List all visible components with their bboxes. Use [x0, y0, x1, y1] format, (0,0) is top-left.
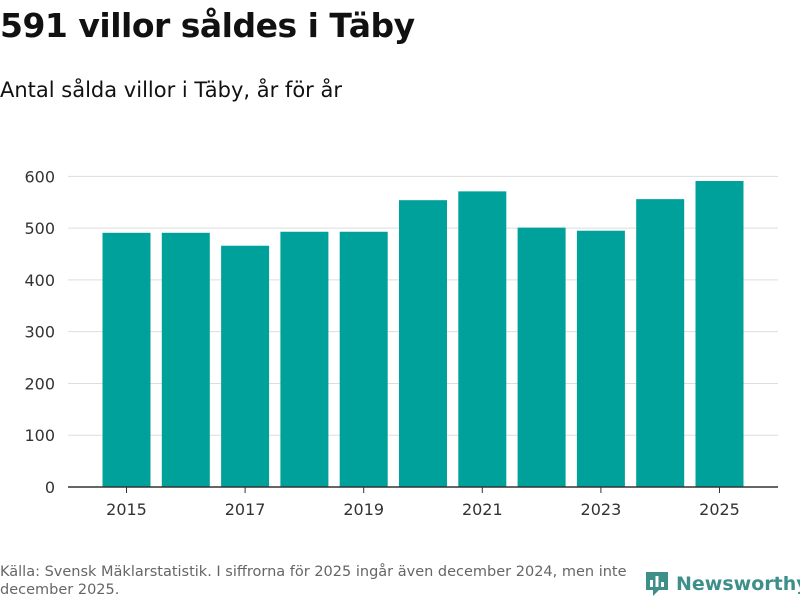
bar-2018 [280, 231, 329, 487]
x-tick-label-2019: 2019 [343, 500, 384, 519]
y-tick-label-500: 500 [24, 219, 55, 238]
y-tick-label-400: 400 [24, 271, 55, 290]
bar-2024 [636, 199, 685, 487]
chart-subtitle: Antal sålda villor i Täby, år för år [0, 78, 342, 102]
x-tick-label-2015: 2015 [106, 500, 147, 519]
y-tick-label-300: 300 [24, 323, 55, 342]
chart-title: 591 villor såldes i Täby [0, 6, 415, 45]
newsworthy-logo-text: Newsworthy [676, 573, 800, 595]
y-tick-label-100: 100 [24, 426, 55, 445]
bar-2022 [517, 227, 566, 487]
newsworthy-logo: Newsworthy [644, 570, 800, 598]
bar-2021 [458, 191, 507, 487]
bar-2019 [339, 231, 388, 487]
bar-2025 [695, 181, 744, 487]
bar-chart: 0 100 200 300 400 500 600 2015 2017 2019 2021 2023 2… [24, 167, 778, 519]
newsworthy-logo-icon [646, 572, 668, 596]
bar-2023 [576, 230, 625, 487]
y-tick-label-600: 600 [24, 167, 55, 186]
bar-2015 [102, 232, 151, 487]
x-tick-label-2021: 2021 [462, 500, 503, 519]
x-tick-label-2023: 2023 [581, 500, 622, 519]
x-tick-label-2017: 2017 [225, 500, 266, 519]
bar-2020 [399, 200, 447, 488]
y-tick-label-0: 0 [45, 478, 55, 497]
y-tick-label-200: 200 [24, 374, 55, 393]
bar-2017 [221, 245, 270, 487]
bar-2016 [161, 232, 210, 487]
x-tick-label-2025: 2025 [699, 500, 740, 519]
source-note: Källa: Svensk Mäklarstatistik. I siffror… [0, 564, 627, 598]
